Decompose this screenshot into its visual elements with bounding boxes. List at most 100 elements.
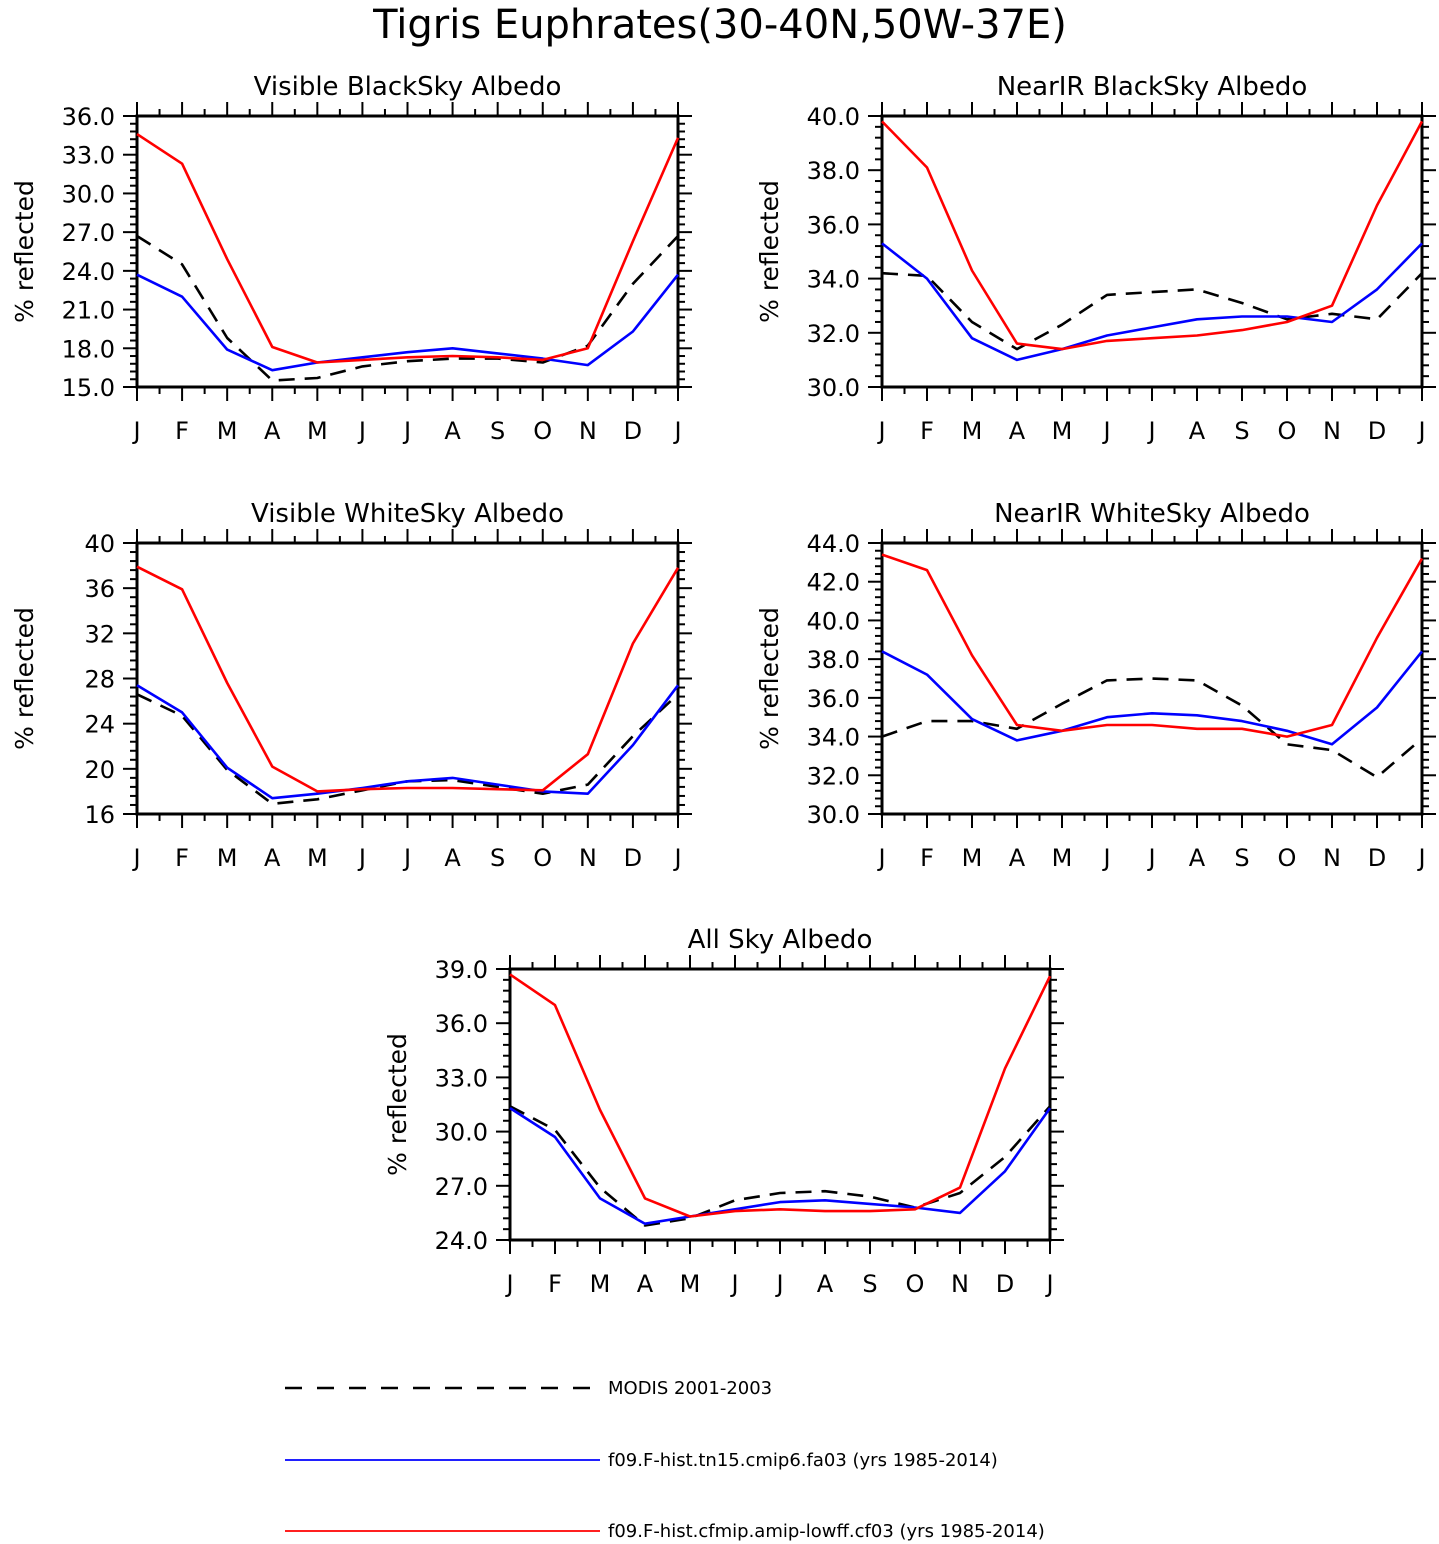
x-tick-label: O (906, 1270, 925, 1298)
y-tick-label: 24.0 (435, 1227, 488, 1255)
x-tick-label: J (504, 1270, 513, 1298)
x-tick-label: O (1278, 844, 1297, 872)
x-tick-label: J (1416, 844, 1425, 872)
y-tick-label: 30.0 (62, 180, 115, 208)
x-tick-label: S (490, 417, 505, 445)
legend-label: f09.F-hist.cfmip.amip-lowff.cf03 (yrs 19… (608, 1521, 1045, 1542)
x-tick-label: N (951, 1270, 969, 1298)
chart-title: Visible WhiteSky Albedo (251, 499, 564, 529)
x-tick-label: J (1146, 417, 1155, 445)
y-tick-label: 36.0 (807, 685, 860, 713)
series-line (881, 677, 1423, 779)
plot-frame (508, 967, 1052, 1242)
plot-frame (880, 541, 1424, 816)
x-tick-label: A (264, 417, 281, 445)
y-tick-label: 28 (84, 666, 115, 694)
series-line (881, 271, 1423, 351)
y-tick-label: 36.0 (435, 1010, 488, 1038)
y-tick-label: 36.0 (62, 103, 115, 131)
y-tick-label: 44.0 (807, 530, 860, 558)
y-axis-label: % reflected (10, 607, 39, 750)
x-tick-label: D (624, 417, 642, 445)
x-tick-label: J (774, 1270, 783, 1298)
y-tick-label: 38.0 (807, 646, 860, 674)
legend: MODIS 2001-2003 f09.F-hist.tn15.cmip6.fa0… (285, 1378, 1045, 1542)
x-tick-label: A (637, 1270, 654, 1298)
x-tick-label: N (1323, 417, 1341, 445)
y-tick-label: 24.0 (62, 258, 115, 286)
x-tick-label: N (579, 844, 597, 872)
y-tick-label: 21.0 (62, 297, 115, 325)
y-tick-label: 40 (84, 530, 115, 558)
x-tick-label: A (264, 844, 281, 872)
x-tick-label: J (131, 417, 140, 445)
chart-title: NearIR BlackSky Albedo (997, 72, 1308, 102)
x-tick-label: J (1146, 844, 1155, 872)
x-tick-label: M (217, 417, 238, 445)
x-tick-label: M (962, 844, 983, 872)
plot-frame (135, 541, 680, 816)
x-tick-label: O (533, 417, 552, 445)
y-tick-label: 30.0 (807, 801, 860, 829)
series-line (136, 684, 680, 800)
y-tick-label: 34.0 (807, 266, 860, 294)
x-tick-label: J (876, 417, 885, 445)
x-tick-label: N (1323, 844, 1341, 872)
chart-title: All Sky Albedo (688, 925, 873, 955)
x-tick-label: A (444, 417, 461, 445)
y-tick-label: 34.0 (807, 724, 860, 752)
x-tick-label: A (1009, 844, 1026, 872)
x-tick-label: F (920, 844, 934, 872)
x-tick-label: J (357, 844, 366, 872)
y-tick-label: 39.0 (435, 956, 488, 984)
x-tick-label: M (307, 844, 328, 872)
x-tick-label: A (444, 844, 461, 872)
x-tick-label: A (1189, 844, 1206, 872)
series-line (509, 1107, 1052, 1225)
x-tick-label: F (175, 844, 189, 872)
series-line (881, 553, 1424, 738)
series-line (509, 1105, 1051, 1227)
y-tick-label: 32.0 (807, 762, 860, 790)
x-tick-label: A (1009, 417, 1026, 445)
x-tick-label: F (548, 1270, 562, 1298)
y-tick-label: 27.0 (62, 219, 115, 247)
y-tick-label: 20 (84, 756, 115, 784)
y-tick-label: 36.0 (807, 211, 860, 239)
x-tick-label: J (672, 417, 681, 445)
y-axis-label: % reflected (755, 607, 784, 750)
x-tick-label: N (579, 417, 597, 445)
y-axis-label: % reflected (383, 1033, 412, 1176)
y-tick-label: 16 (84, 801, 115, 829)
x-tick-label: J (729, 1270, 738, 1298)
x-tick-label: S (862, 1270, 877, 1298)
x-tick-label: J (131, 844, 140, 872)
y-tick-label: 40.0 (807, 607, 860, 635)
figure-title: Tigris Euphrates(30-40N,50W-37E) (372, 2, 1067, 48)
series-line (881, 120, 1424, 351)
y-tick-label: 36 (84, 575, 115, 603)
y-tick-label: 40.0 (807, 103, 860, 131)
x-tick-label: S (1234, 417, 1249, 445)
x-tick-label: J (876, 844, 885, 872)
x-tick-label: J (402, 844, 411, 872)
legend-label: f09.F-hist.tn15.cmip6.fa03 (yrs 1985-201… (608, 1450, 998, 1471)
x-tick-label: A (817, 1270, 834, 1298)
x-tick-label: F (175, 417, 189, 445)
x-tick-label: D (1368, 417, 1386, 445)
y-tick-label: 32 (84, 620, 115, 648)
x-tick-label: M (680, 1270, 701, 1298)
series-line (881, 242, 1423, 362)
x-tick-label: J (1044, 1270, 1053, 1298)
x-tick-label: M (217, 844, 238, 872)
x-tick-label: M (962, 417, 983, 445)
legend-label: MODIS 2001-2003 (608, 1378, 772, 1399)
x-tick-label: M (590, 1270, 611, 1298)
chart-title: Visible BlackSky Albedo (254, 72, 562, 102)
x-tick-label: M (307, 417, 328, 445)
